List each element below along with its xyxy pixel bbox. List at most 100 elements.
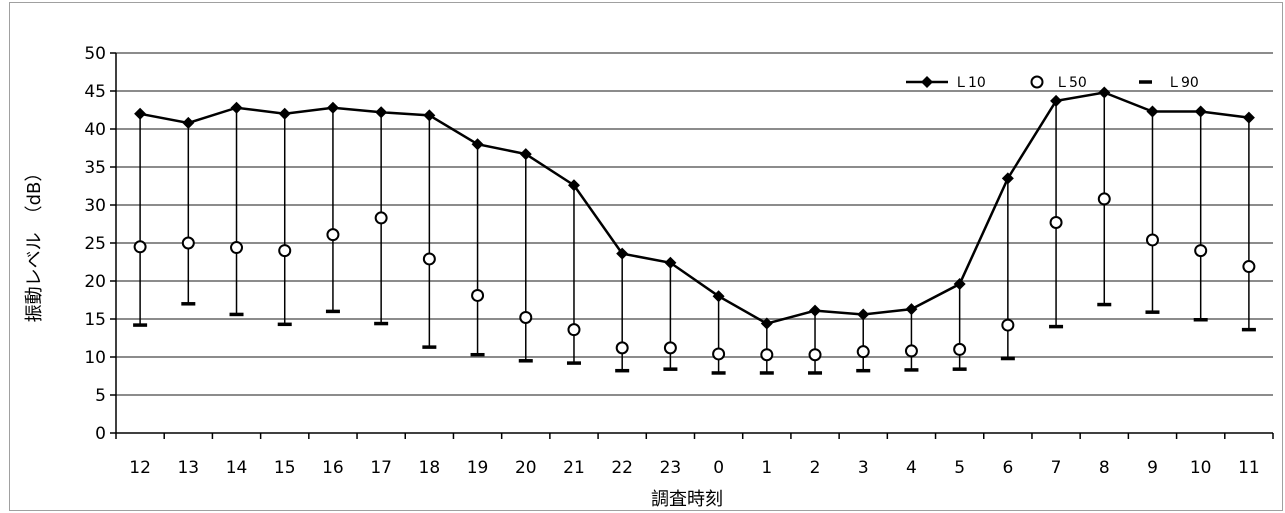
l10-point bbox=[953, 278, 966, 291]
y-tick-label: 5 bbox=[95, 386, 106, 406]
l10-point bbox=[1050, 94, 1063, 107]
l10-point bbox=[1146, 105, 1159, 118]
x-tick-label: 2 bbox=[810, 458, 821, 478]
x-axis-title: 調査時刻 bbox=[651, 489, 723, 510]
l50-point bbox=[567, 323, 581, 337]
series-l50 bbox=[133, 192, 1256, 362]
x-tick-label: 10 bbox=[1190, 458, 1212, 478]
legend-l50-label: Ｌ50 bbox=[1055, 75, 1087, 91]
legend-l10-label: Ｌ10 bbox=[954, 75, 986, 91]
l50-point bbox=[422, 252, 436, 266]
x-tick-label: 4 bbox=[906, 458, 917, 478]
y-tick-label: 50 bbox=[84, 44, 106, 64]
x-tick-label: 19 bbox=[467, 458, 489, 478]
l10-point bbox=[1001, 172, 1014, 185]
l10-point bbox=[1098, 86, 1111, 99]
l50-point bbox=[1001, 318, 1015, 332]
l50-point bbox=[904, 344, 918, 358]
l10-point bbox=[567, 179, 580, 192]
l50-point bbox=[181, 236, 195, 250]
y-axis-title: 振動レベル （dB） bbox=[24, 164, 45, 323]
legend: Ｌ10 Ｌ50 Ｌ90 bbox=[906, 75, 1199, 91]
x-tick-labels: 12 13 14 15 16 17 18 19 20 21 22 23 0 1 2 3 4 5 6 7 8 9 10 11 bbox=[129, 458, 1259, 478]
x-tick-label: 3 bbox=[858, 458, 869, 478]
l50-point bbox=[1097, 192, 1111, 206]
l10-point bbox=[230, 101, 243, 114]
x-tick-label: 22 bbox=[611, 458, 633, 478]
l10-point bbox=[423, 109, 436, 122]
l50-point bbox=[1194, 244, 1208, 258]
x-tick-label: 8 bbox=[1099, 458, 1110, 478]
legend-l90-label: Ｌ90 bbox=[1167, 75, 1199, 91]
y-tick-label: 25 bbox=[84, 234, 106, 254]
x-tick-label: 14 bbox=[226, 458, 248, 478]
l10-point bbox=[712, 290, 725, 303]
l50-point bbox=[374, 211, 388, 225]
l50-point bbox=[760, 348, 774, 362]
chart-area: 0 5 10 15 20 25 30 35 40 45 50 12 13 14 15 16 17 18 19 20 2… bbox=[9, 2, 1283, 511]
x-tick-label: 23 bbox=[660, 458, 682, 478]
axes bbox=[110, 52, 1274, 439]
series-l90 bbox=[133, 302, 1256, 375]
x-tick-label: 1 bbox=[761, 458, 772, 478]
l10-point bbox=[278, 107, 291, 120]
x-tick-label: 17 bbox=[370, 458, 392, 478]
l50-point bbox=[615, 341, 629, 355]
l50-point bbox=[278, 244, 292, 258]
legend-l10-diamond-icon bbox=[921, 76, 933, 88]
legend-l50-circle-icon bbox=[1030, 75, 1044, 89]
x-tick-label: 12 bbox=[129, 458, 151, 478]
y-tick-label: 0 bbox=[95, 424, 106, 444]
range-lines bbox=[139, 92, 1250, 373]
l10-point bbox=[134, 107, 147, 120]
l50-point bbox=[1049, 215, 1063, 229]
l50-point bbox=[519, 310, 533, 324]
x-tick-label: 6 bbox=[1002, 458, 1013, 478]
x-tick-label: 5 bbox=[954, 458, 965, 478]
l10-point bbox=[760, 317, 773, 330]
l50-point bbox=[712, 347, 726, 361]
x-tick-label: 21 bbox=[563, 458, 585, 478]
x-tick-label: 7 bbox=[1051, 458, 1062, 478]
x-tick-label: 0 bbox=[713, 458, 724, 478]
x-tick-label: 15 bbox=[274, 458, 296, 478]
x-tick-label: 9 bbox=[1147, 458, 1158, 478]
l50-point bbox=[471, 288, 485, 302]
y-tick-label: 30 bbox=[84, 196, 106, 216]
l10-point bbox=[375, 106, 388, 119]
l10-point bbox=[664, 256, 677, 269]
y-tick-label: 35 bbox=[84, 158, 106, 178]
l10-point bbox=[1194, 105, 1207, 118]
x-tick-label: 16 bbox=[322, 458, 344, 478]
y-tick-labels: 0 5 10 15 20 25 30 35 40 45 50 bbox=[84, 44, 106, 444]
l50-point bbox=[230, 241, 244, 255]
series-l10 bbox=[134, 86, 1255, 330]
l10-point bbox=[809, 304, 822, 317]
y-tick-label: 40 bbox=[84, 120, 106, 140]
l50-point bbox=[856, 345, 870, 359]
l10-point bbox=[616, 247, 629, 260]
l10-point bbox=[471, 138, 484, 151]
l10-point bbox=[857, 308, 870, 321]
l10-line bbox=[139, 91, 1250, 325]
x-tick-label: 20 bbox=[515, 458, 537, 478]
l50-point bbox=[133, 240, 147, 254]
l10-point bbox=[519, 148, 532, 161]
y-tick-label: 10 bbox=[84, 348, 106, 368]
x-tick-label: 13 bbox=[177, 458, 199, 478]
l10-point bbox=[1242, 111, 1255, 124]
l10-point bbox=[326, 101, 339, 114]
l10-point bbox=[182, 116, 195, 129]
l50-point bbox=[953, 342, 967, 356]
l50-point bbox=[1242, 260, 1256, 274]
l50-point bbox=[1145, 233, 1159, 247]
x-tick-label: 18 bbox=[419, 458, 441, 478]
x-tick-label: 11 bbox=[1238, 458, 1260, 478]
l10-point bbox=[905, 303, 918, 316]
y-tick-label: 20 bbox=[84, 272, 106, 292]
l50-point bbox=[663, 341, 677, 355]
l50-point bbox=[808, 348, 822, 362]
y-tick-label: 45 bbox=[84, 82, 106, 102]
l50-point bbox=[326, 228, 340, 242]
